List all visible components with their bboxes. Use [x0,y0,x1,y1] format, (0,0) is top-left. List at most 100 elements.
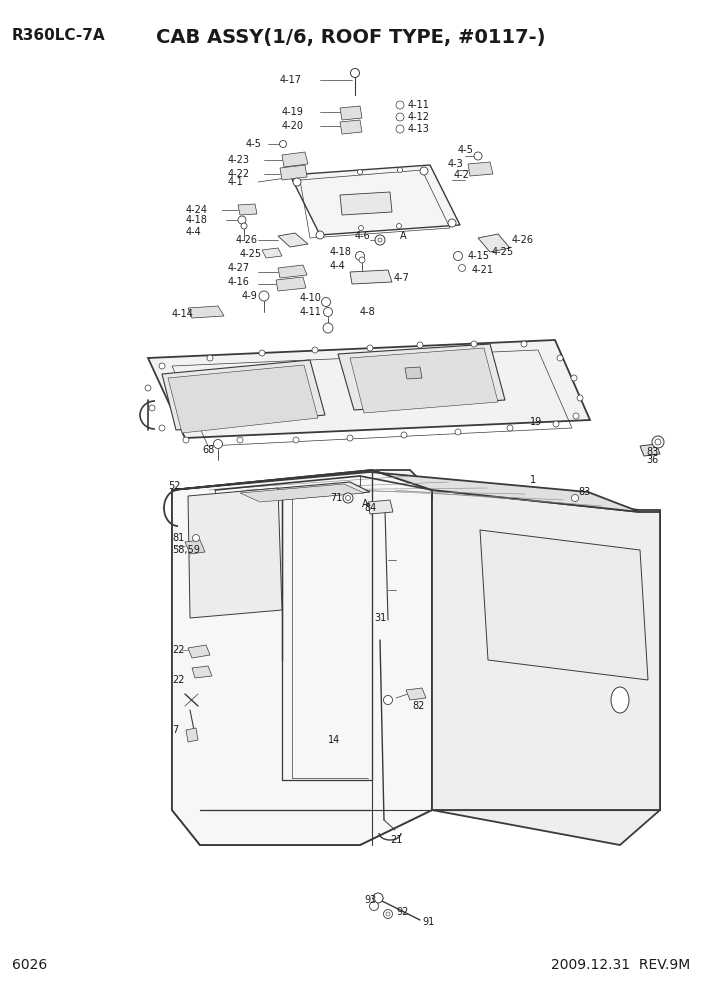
Circle shape [401,432,407,438]
Text: 4-1: 4-1 [228,177,244,187]
Text: 7: 7 [172,725,178,735]
Circle shape [652,436,664,448]
Text: 4-11: 4-11 [300,307,322,317]
Circle shape [375,235,385,245]
Text: 52: 52 [168,481,180,491]
Circle shape [259,291,269,301]
Circle shape [316,231,324,239]
Text: 91: 91 [422,917,435,927]
Text: 4-9: 4-9 [242,291,258,301]
Polygon shape [478,234,510,252]
Circle shape [159,363,165,369]
Circle shape [343,493,353,503]
Circle shape [359,257,365,263]
Text: 82: 82 [412,701,425,711]
Circle shape [553,421,559,427]
Polygon shape [368,500,393,514]
Circle shape [279,141,286,148]
Circle shape [458,265,465,272]
Circle shape [369,902,378,911]
Text: 4-13: 4-13 [408,124,430,134]
Text: A: A [362,499,369,509]
Circle shape [324,308,333,316]
Text: 4-19: 4-19 [282,107,304,117]
Circle shape [323,323,333,333]
Text: 36: 36 [646,455,658,465]
Text: 4-4: 4-4 [330,261,346,271]
Text: 6026: 6026 [12,958,47,972]
Text: 22: 22 [172,645,185,655]
Circle shape [293,178,301,186]
Circle shape [557,355,563,361]
Polygon shape [188,645,210,658]
Polygon shape [480,530,648,680]
Circle shape [378,238,382,242]
Text: 4-21: 4-21 [472,265,494,275]
Text: 4-5: 4-5 [458,145,474,155]
Text: 4-25: 4-25 [492,247,514,257]
Circle shape [159,425,165,431]
Text: 4-12: 4-12 [408,112,430,122]
Circle shape [577,395,583,401]
Polygon shape [235,482,370,502]
Text: 84: 84 [364,503,376,513]
Polygon shape [340,120,362,134]
Text: A: A [400,231,406,241]
Circle shape [345,495,350,501]
Ellipse shape [611,687,629,713]
Circle shape [420,167,428,175]
Circle shape [396,113,404,121]
Polygon shape [186,728,198,742]
Text: 4-18: 4-18 [186,215,208,225]
Text: 1: 1 [530,475,536,485]
Text: 83: 83 [646,447,658,457]
Text: 68: 68 [202,445,214,455]
Text: 31: 31 [374,613,386,623]
Text: 14: 14 [328,735,340,745]
Polygon shape [148,340,590,438]
Text: 4-3: 4-3 [448,159,464,169]
Text: 22: 22 [172,675,185,685]
Text: 4-16: 4-16 [228,277,250,287]
Text: 4-11: 4-11 [408,100,430,110]
Circle shape [397,168,402,173]
Polygon shape [430,490,660,845]
Circle shape [241,223,247,229]
Text: 2009.12.31  REV.9M: 2009.12.31 REV.9M [551,958,690,972]
Circle shape [455,429,461,435]
Text: 4-24: 4-24 [186,205,208,215]
Polygon shape [240,484,364,502]
Text: 4-20: 4-20 [282,121,304,131]
Text: 4-4: 4-4 [186,227,201,237]
Circle shape [383,910,392,919]
Text: 4-15: 4-15 [468,251,490,261]
Polygon shape [188,306,224,318]
Text: 93: 93 [364,895,376,905]
Circle shape [373,893,383,903]
Polygon shape [188,488,282,618]
Circle shape [521,341,527,347]
Text: 92: 92 [396,907,409,917]
Text: 83: 83 [578,487,590,497]
Polygon shape [278,265,307,278]
Polygon shape [640,444,660,456]
Polygon shape [172,470,432,845]
Circle shape [571,494,578,502]
Polygon shape [338,344,505,410]
Polygon shape [172,470,432,845]
Circle shape [453,252,463,261]
Circle shape [471,341,477,347]
Circle shape [355,252,364,261]
Circle shape [207,355,213,361]
Circle shape [359,225,364,230]
Polygon shape [282,152,308,167]
Circle shape [149,405,155,411]
Text: 4-7: 4-7 [394,273,410,283]
Polygon shape [432,490,660,810]
Polygon shape [185,540,205,554]
Text: 4-2: 4-2 [454,170,470,180]
Circle shape [350,68,359,77]
Polygon shape [468,162,493,176]
Text: 4-5: 4-5 [246,139,262,149]
Polygon shape [192,666,212,678]
